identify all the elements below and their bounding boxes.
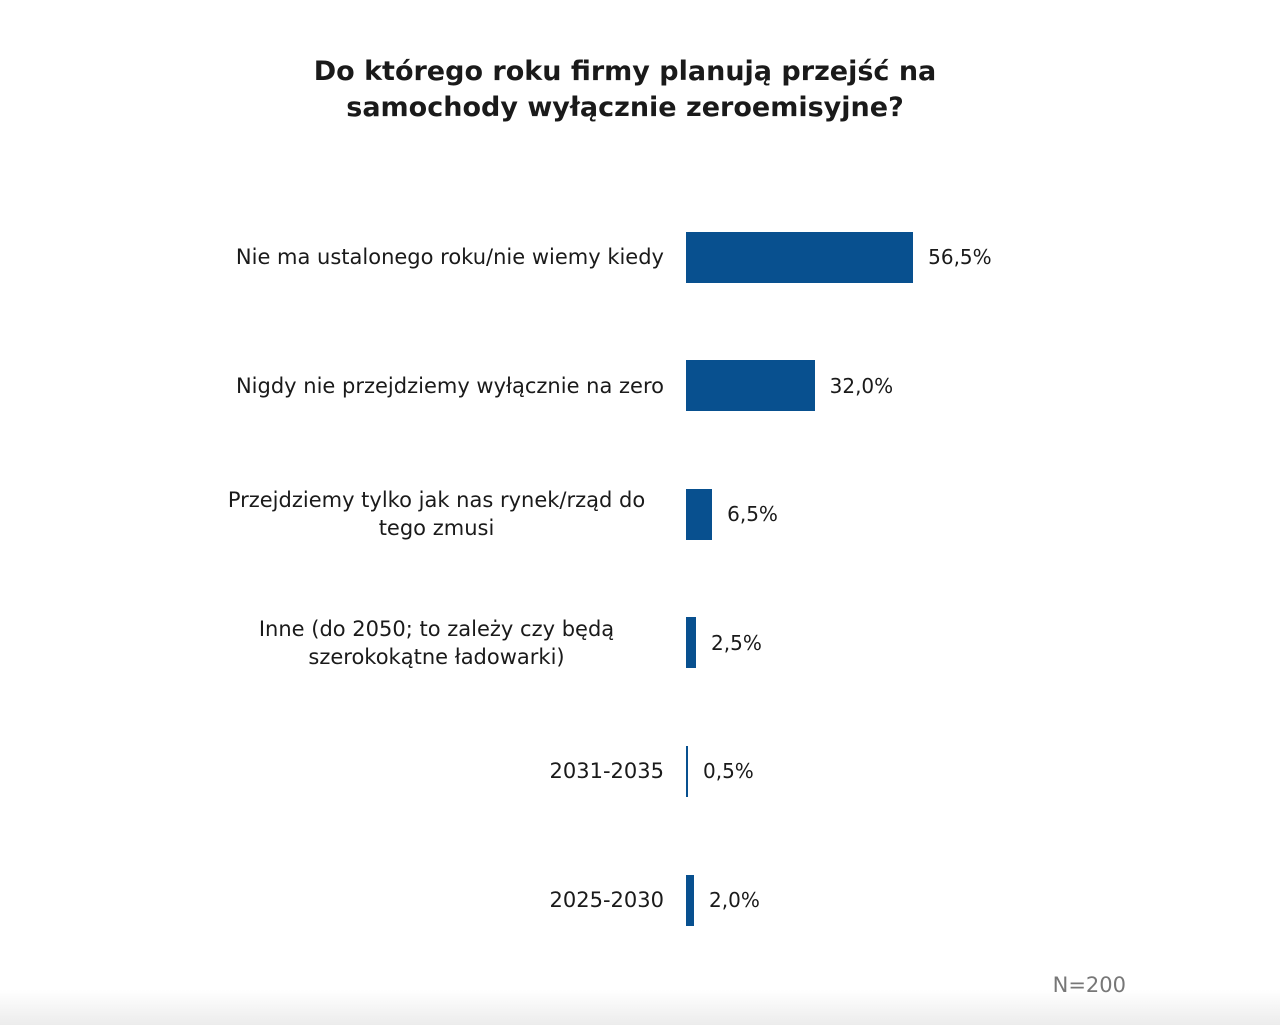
category-label-box: Inne (do 2050; to zależy czy będą szerok… <box>194 603 664 683</box>
category-label-box: Nigdy nie przejdziemy wyłącznie na zero <box>194 346 664 426</box>
annotation: N=200 <box>1052 973 1126 997</box>
category-label: Przejdziemy tylko jak nas rynek/rząd do … <box>227 488 646 541</box>
category-label: 2025-2030 <box>549 888 664 912</box>
value-label: 2,5% <box>711 630 762 655</box>
chart-title: Do którego roku firmy planują przejść na… <box>313 56 937 123</box>
value-label: 2,0% <box>709 888 760 912</box>
category-label: Nigdy nie przejdziemy wyłącznie na zero <box>235 373 664 398</box>
value-label: 6,5% <box>727 502 778 527</box>
value-label: 56,5% <box>928 245 992 269</box>
value-label: 32,0% <box>829 373 894 398</box>
bar <box>686 488 713 540</box>
category-label-box: 2025-2030 <box>194 860 664 940</box>
bar <box>686 617 697 669</box>
value-label: 0,5% <box>703 759 754 784</box>
category-label-box: 2031-2035 <box>194 731 664 811</box>
category-label: Nie ma ustalonego roku/nie wiemy kiedy <box>235 245 664 269</box>
category-label-box: Nie ma ustalonego roku/nie wiemy kiedy <box>194 217 664 297</box>
category-label-box: Przejdziemy tylko jak nas rynek/rząd do … <box>194 474 664 554</box>
category-label: 2031-2035 <box>549 759 664 784</box>
bar <box>686 874 695 926</box>
bar <box>686 745 688 797</box>
bar <box>686 231 914 283</box>
category-label: Inne (do 2050; to zależy czy będą szerok… <box>258 616 615 669</box>
bar <box>686 360 815 412</box>
